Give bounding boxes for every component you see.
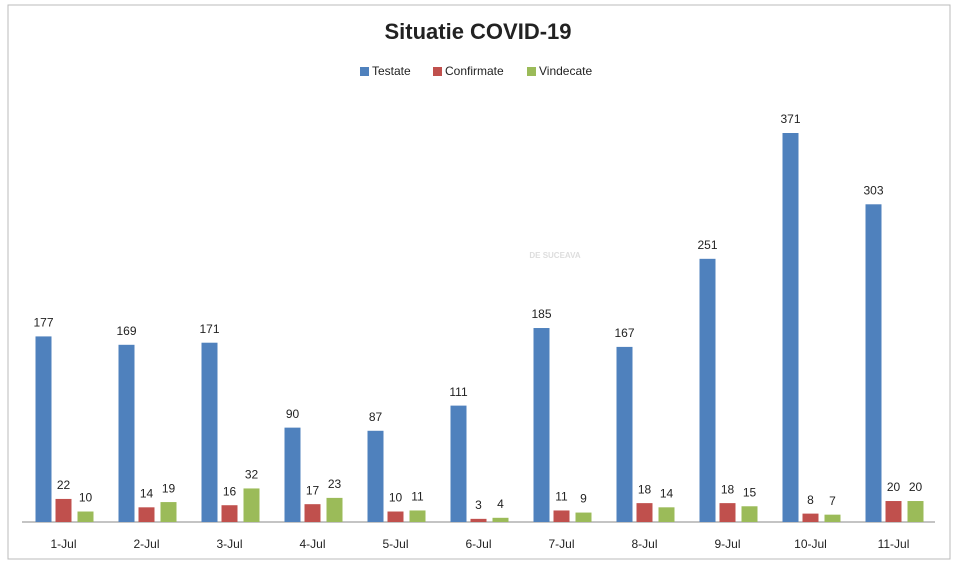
data-label: 90	[286, 407, 300, 421]
data-label: 7	[829, 494, 836, 508]
bar	[118, 344, 135, 522]
x-tick-label: 9-Jul	[714, 537, 740, 551]
bar	[616, 346, 633, 522]
bar	[699, 258, 716, 522]
bar	[824, 514, 841, 522]
data-label: 371	[780, 112, 800, 126]
data-label: 177	[33, 316, 53, 330]
data-label: 15	[743, 485, 757, 499]
data-label: 19	[162, 481, 176, 495]
bar	[907, 501, 924, 522]
bar	[719, 503, 736, 522]
bar	[533, 328, 550, 522]
data-label: 111	[449, 385, 468, 399]
bar	[553, 510, 570, 522]
legend-swatch	[433, 67, 442, 76]
data-label: 251	[697, 238, 717, 252]
chart-frame	[7, 4, 951, 560]
x-tick-label: 7-Jul	[548, 537, 574, 551]
bar	[221, 505, 238, 522]
bar	[575, 512, 592, 522]
data-label: 9	[580, 492, 587, 506]
data-label: 16	[223, 484, 237, 498]
bar	[304, 504, 321, 522]
data-label: 185	[531, 307, 551, 321]
bar	[243, 488, 260, 522]
x-tick-label: 6-Jul	[465, 537, 491, 551]
watermark: DE SUCEAVA	[529, 251, 580, 260]
bar	[885, 501, 902, 522]
bar	[77, 511, 94, 522]
data-label: 20	[909, 480, 923, 494]
data-label: 87	[369, 410, 383, 424]
bar	[450, 405, 467, 522]
x-tick-label: 10-Jul	[794, 537, 827, 551]
x-tick-label: 3-Jul	[216, 537, 242, 551]
x-tick-label: 5-Jul	[382, 537, 408, 551]
x-tick-label: 2-Jul	[133, 537, 159, 551]
data-label: 14	[660, 486, 674, 500]
legend-swatch	[360, 67, 369, 76]
bar	[741, 506, 758, 522]
x-tick-label: 11-Jul	[878, 537, 910, 551]
data-label: 303	[863, 183, 883, 197]
bar	[35, 336, 52, 522]
bar	[865, 204, 882, 522]
x-tick-label: 1-Jul	[50, 537, 76, 551]
data-label: 4	[497, 497, 504, 511]
legend-label: Confirmate	[445, 64, 504, 78]
data-label: 167	[614, 326, 634, 340]
bar	[802, 513, 819, 522]
data-label: 17	[306, 483, 320, 497]
data-label: 18	[638, 482, 652, 496]
bar	[326, 497, 343, 522]
data-label: 20	[887, 480, 901, 494]
data-label: 8	[807, 493, 814, 507]
bar	[492, 517, 509, 522]
legend-swatch	[527, 67, 536, 76]
bar	[470, 518, 487, 522]
data-label: 11	[555, 490, 568, 504]
bar	[636, 503, 653, 522]
chart-title: Situatie COVID-19	[384, 19, 571, 44]
data-label: 169	[116, 324, 136, 338]
bar	[387, 511, 404, 522]
x-tick-label: 8-Jul	[631, 537, 657, 551]
data-label: 10	[389, 491, 403, 505]
data-label: 32	[245, 468, 259, 482]
data-label: 22	[57, 478, 71, 492]
bar	[367, 430, 384, 522]
data-label: 11	[411, 490, 424, 504]
legend-label: Vindecate	[539, 64, 592, 78]
bar	[658, 507, 675, 522]
x-tick-label: 4-Jul	[299, 537, 325, 551]
data-label: 3	[475, 498, 482, 512]
bar	[138, 507, 155, 522]
bar	[284, 427, 301, 522]
bar	[55, 498, 72, 522]
data-label: 14	[140, 486, 154, 500]
legend-label: Testate	[372, 64, 411, 78]
data-label: 10	[79, 491, 93, 505]
data-label: 171	[199, 322, 219, 336]
data-label: 23	[328, 477, 342, 491]
bar	[782, 133, 799, 522]
bar	[409, 510, 426, 522]
bar	[160, 502, 177, 522]
data-label: 18	[721, 482, 735, 496]
bar	[201, 342, 218, 522]
